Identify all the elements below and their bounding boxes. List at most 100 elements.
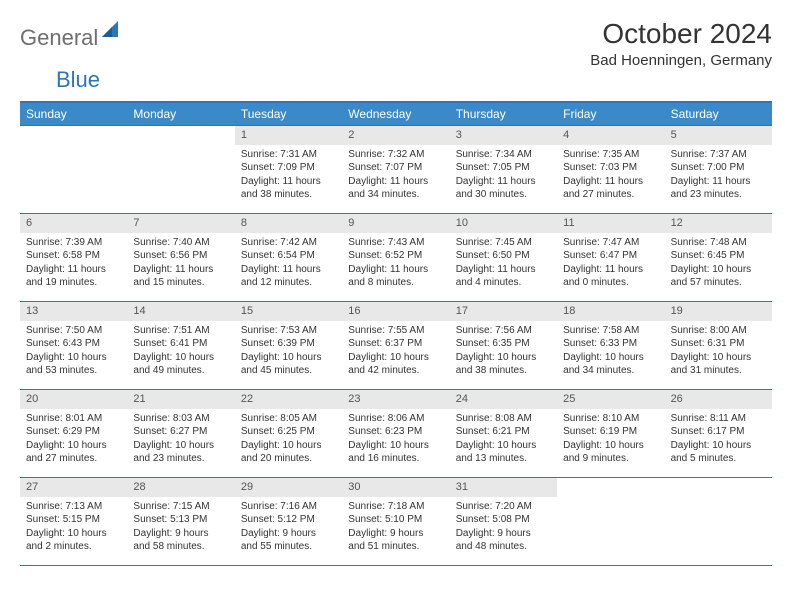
logo-text-general: General bbox=[20, 25, 98, 51]
day-body: Sunrise: 8:11 AMSunset: 6:17 PMDaylight:… bbox=[665, 409, 772, 472]
daylight-line-1: Daylight: 11 hours bbox=[456, 175, 551, 189]
day-number: 30 bbox=[342, 478, 449, 497]
day-number: 5 bbox=[665, 126, 772, 145]
day-number: 3 bbox=[450, 126, 557, 145]
daylight-line-2: and 13 minutes. bbox=[456, 452, 551, 466]
sunset-line: Sunset: 6:54 PM bbox=[241, 249, 336, 263]
daylight-line-1: Daylight: 10 hours bbox=[563, 351, 658, 365]
sunset-line: Sunset: 6:41 PM bbox=[133, 337, 228, 351]
day-cell: 10Sunrise: 7:45 AMSunset: 6:50 PMDayligh… bbox=[450, 213, 557, 301]
day-body: Sunrise: 7:53 AMSunset: 6:39 PMDaylight:… bbox=[235, 321, 342, 384]
sunrise-line: Sunrise: 7:56 AM bbox=[456, 324, 551, 338]
day-header: Friday bbox=[557, 103, 664, 125]
day-cell: 14Sunrise: 7:51 AMSunset: 6:41 PMDayligh… bbox=[127, 301, 234, 389]
day-cell: 19Sunrise: 8:00 AMSunset: 6:31 PMDayligh… bbox=[665, 301, 772, 389]
day-body: Sunrise: 7:42 AMSunset: 6:54 PMDaylight:… bbox=[235, 233, 342, 296]
daylight-line-2: and 49 minutes. bbox=[133, 364, 228, 378]
daylight-line-2: and 4 minutes. bbox=[456, 276, 551, 290]
sunset-line: Sunset: 6:37 PM bbox=[348, 337, 443, 351]
day-body: Sunrise: 8:01 AMSunset: 6:29 PMDaylight:… bbox=[20, 409, 127, 472]
sunrise-line: Sunrise: 8:08 AM bbox=[456, 412, 551, 426]
daylight-line-1: Daylight: 9 hours bbox=[456, 527, 551, 541]
title-block: October 2024 Bad Hoenningen, Germany bbox=[590, 18, 772, 69]
day-body: Sunrise: 8:00 AMSunset: 6:31 PMDaylight:… bbox=[665, 321, 772, 384]
day-number: 18 bbox=[557, 302, 664, 321]
day-cell: 4Sunrise: 7:35 AMSunset: 7:03 PMDaylight… bbox=[557, 125, 664, 213]
daylight-line-1: Daylight: 10 hours bbox=[241, 439, 336, 453]
daylight-line-1: Daylight: 10 hours bbox=[348, 351, 443, 365]
day-cell: 3Sunrise: 7:34 AMSunset: 7:05 PMDaylight… bbox=[450, 125, 557, 213]
day-number: 2 bbox=[342, 126, 449, 145]
day-body: Sunrise: 7:32 AMSunset: 7:07 PMDaylight:… bbox=[342, 145, 449, 208]
sunset-line: Sunset: 6:45 PM bbox=[671, 249, 766, 263]
location: Bad Hoenningen, Germany bbox=[590, 52, 772, 69]
day-cell: 27Sunrise: 7:13 AMSunset: 5:15 PMDayligh… bbox=[20, 477, 127, 565]
sunrise-line: Sunrise: 7:55 AM bbox=[348, 324, 443, 338]
daylight-line-1: Daylight: 10 hours bbox=[671, 263, 766, 277]
blank-cell bbox=[127, 125, 234, 213]
logo-text-blue: Blue bbox=[56, 67, 100, 92]
daylight-line-2: and 30 minutes. bbox=[456, 188, 551, 202]
daylight-line-1: Daylight: 11 hours bbox=[563, 263, 658, 277]
day-number: 22 bbox=[235, 390, 342, 409]
daylight-line-1: Daylight: 11 hours bbox=[133, 263, 228, 277]
daylight-line-2: and 34 minutes. bbox=[563, 364, 658, 378]
sunset-line: Sunset: 6:31 PM bbox=[671, 337, 766, 351]
day-header: Monday bbox=[127, 103, 234, 125]
daylight-line-2: and 8 minutes. bbox=[348, 276, 443, 290]
month-title: October 2024 bbox=[590, 18, 772, 50]
day-body: Sunrise: 8:08 AMSunset: 6:21 PMDaylight:… bbox=[450, 409, 557, 472]
daylight-line-2: and 19 minutes. bbox=[26, 276, 121, 290]
sunset-line: Sunset: 6:52 PM bbox=[348, 249, 443, 263]
sunrise-line: Sunrise: 7:16 AM bbox=[241, 500, 336, 514]
sunrise-line: Sunrise: 7:58 AM bbox=[563, 324, 658, 338]
daylight-line-2: and 16 minutes. bbox=[348, 452, 443, 466]
sunrise-line: Sunrise: 8:06 AM bbox=[348, 412, 443, 426]
sunset-line: Sunset: 7:03 PM bbox=[563, 161, 658, 175]
sunrise-line: Sunrise: 7:50 AM bbox=[26, 324, 121, 338]
daylight-line-1: Daylight: 11 hours bbox=[563, 175, 658, 189]
day-cell: 16 Sunrise: 7:55 AMSunset: 6:37 PMDayligh… bbox=[342, 301, 449, 389]
daylight-line-1: Daylight: 10 hours bbox=[241, 351, 336, 365]
day-number: 31 bbox=[450, 478, 557, 497]
day-number: 21 bbox=[127, 390, 234, 409]
daylight-line-1: Daylight: 9 hours bbox=[348, 527, 443, 541]
day-cell: 26Sunrise: 8:11 AMSunset: 6:17 PMDayligh… bbox=[665, 389, 772, 477]
sunrise-line: Sunrise: 7:42 AM bbox=[241, 236, 336, 250]
sunset-line: Sunset: 5:12 PM bbox=[241, 513, 336, 527]
sunrise-line: Sunrise: 7:45 AM bbox=[456, 236, 551, 250]
day-cell: 31Sunrise: 7:20 AMSunset: 5:08 PMDayligh… bbox=[450, 477, 557, 565]
sunrise-line: Sunrise: 7:31 AM bbox=[241, 148, 336, 162]
sunset-line: Sunset: 6:29 PM bbox=[26, 425, 121, 439]
sunset-line: Sunset: 5:10 PM bbox=[348, 513, 443, 527]
day-cell: 5Sunrise: 7:37 AMSunset: 7:00 PMDaylight… bbox=[665, 125, 772, 213]
daylight-line-1: Daylight: 10 hours bbox=[563, 439, 658, 453]
daylight-line-2: and 27 minutes. bbox=[563, 188, 658, 202]
daylight-line-2: and 57 minutes. bbox=[671, 276, 766, 290]
daylight-line-2: and 5 minutes. bbox=[671, 452, 766, 466]
day-body: Sunrise: 8:10 AMSunset: 6:19 PMDaylight:… bbox=[557, 409, 664, 472]
day-cell: 30 Sunrise: 7:18 AMSunset: 5:10 PMDayligh… bbox=[342, 477, 449, 565]
day-cell: 13Sunrise: 7:50 AMSunset: 6:43 PMDayligh… bbox=[20, 301, 127, 389]
day-body: Sunrise: 7:51 AMSunset: 6:41 PMDaylight:… bbox=[127, 321, 234, 384]
day-number: 11 bbox=[557, 214, 664, 233]
sunrise-line: Sunrise: 7:37 AM bbox=[671, 148, 766, 162]
day-number: 19 bbox=[665, 302, 772, 321]
day-number: 16 bbox=[342, 302, 449, 321]
daylight-line-1: Daylight: 10 hours bbox=[26, 351, 121, 365]
sunset-line: Sunset: 6:17 PM bbox=[671, 425, 766, 439]
daylight-line-1: Daylight: 10 hours bbox=[348, 439, 443, 453]
sunrise-line: Sunrise: 7:47 AM bbox=[563, 236, 658, 250]
sunrise-line: Sunrise: 7:20 AM bbox=[456, 500, 551, 514]
sunrise-line: Sunrise: 7:43 AM bbox=[348, 236, 443, 250]
sunset-line: Sunset: 6:23 PM bbox=[348, 425, 443, 439]
sunrise-line: Sunrise: 8:11 AM bbox=[671, 412, 766, 426]
day-body: Sunrise: 7:50 AMSunset: 6:43 PMDaylight:… bbox=[20, 321, 127, 384]
day-body: Sunrise: 7:20 AMSunset: 5:08 PMDaylight:… bbox=[450, 497, 557, 560]
sunrise-line: Sunrise: 7:15 AM bbox=[133, 500, 228, 514]
daylight-line-2: and 34 minutes. bbox=[348, 188, 443, 202]
day-cell: 22Sunrise: 8:05 AMSunset: 6:25 PMDayligh… bbox=[235, 389, 342, 477]
day-cell: 18Sunrise: 7:58 AMSunset: 6:33 PMDayligh… bbox=[557, 301, 664, 389]
sunrise-line: Sunrise: 7:18 AM bbox=[348, 500, 443, 514]
daylight-line-2: and 12 minutes. bbox=[241, 276, 336, 290]
